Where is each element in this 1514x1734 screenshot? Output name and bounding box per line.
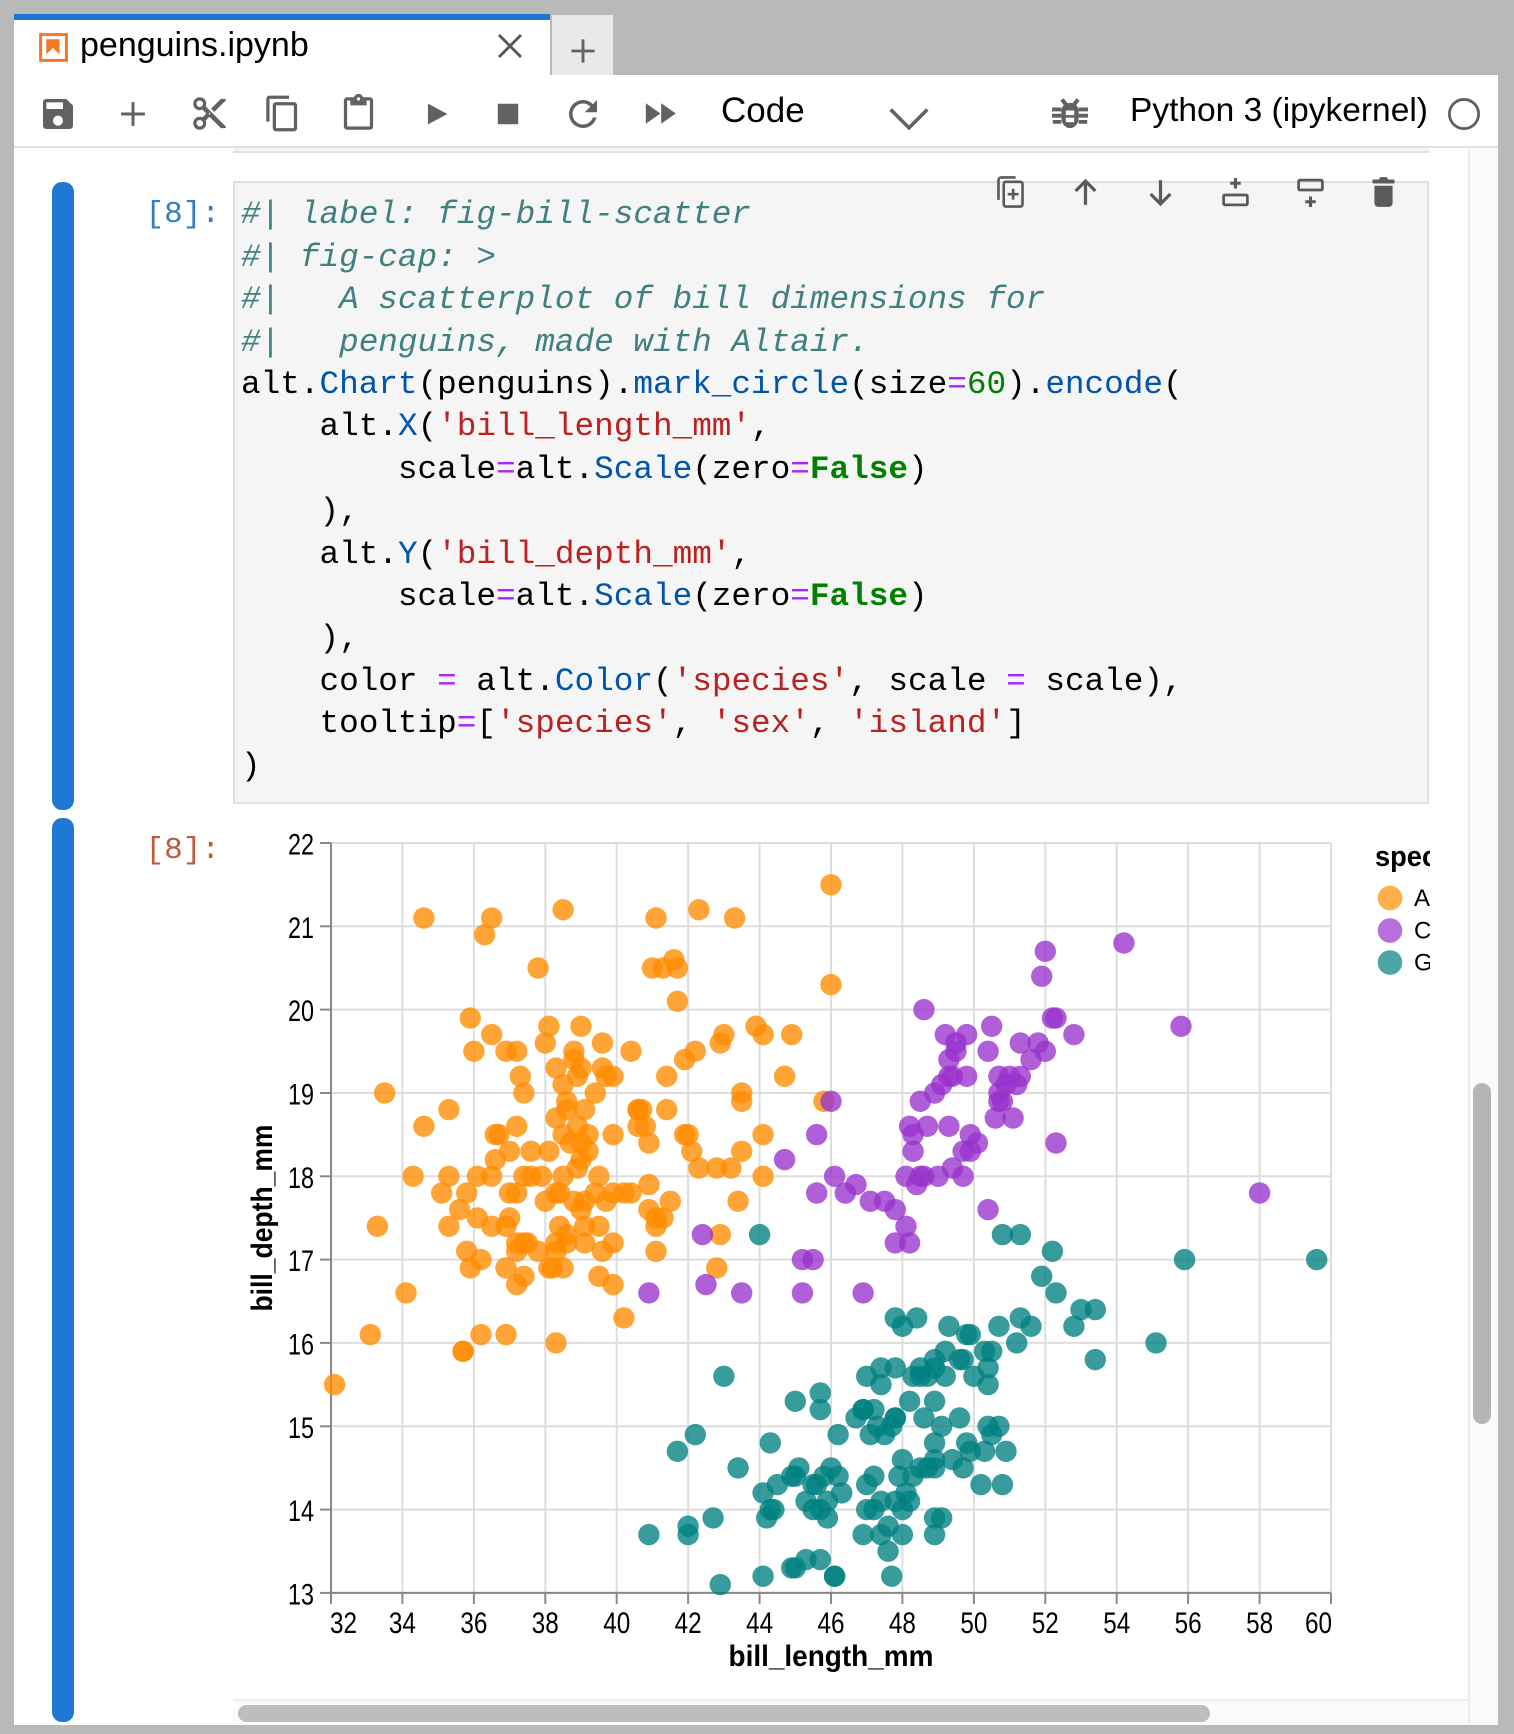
svg-text:21: 21: [288, 912, 314, 945]
svg-text:18: 18: [288, 1162, 314, 1195]
svg-text:16: 16: [288, 1328, 314, 1361]
svg-text:Chinstrap: Chinstrap: [1414, 918, 1430, 945]
svg-text:Adelie: Adelie: [1414, 885, 1430, 912]
svg-text:52: 52: [1032, 1607, 1059, 1640]
svg-text:20: 20: [288, 995, 314, 1028]
svg-text:19: 19: [288, 1079, 314, 1112]
svg-text:40: 40: [603, 1607, 630, 1640]
svg-text:bill_length_mm: bill_length_mm: [729, 1640, 934, 1673]
svg-text:32: 32: [330, 1607, 357, 1640]
svg-text:54: 54: [1103, 1607, 1130, 1640]
svg-text:bill_depth_mm: bill_depth_mm: [246, 1125, 279, 1312]
svg-text:42: 42: [675, 1607, 702, 1640]
svg-text:38: 38: [532, 1607, 559, 1640]
svg-text:34: 34: [389, 1607, 416, 1640]
svg-text:13: 13: [288, 1578, 314, 1611]
svg-text:48: 48: [889, 1607, 916, 1640]
svg-text:50: 50: [960, 1607, 987, 1640]
svg-text:17: 17: [288, 1245, 314, 1278]
svg-text:36: 36: [460, 1607, 487, 1640]
svg-text:44: 44: [746, 1607, 773, 1640]
svg-text:species: species: [1375, 841, 1430, 873]
svg-text:14: 14: [288, 1495, 314, 1528]
svg-text:46: 46: [818, 1607, 845, 1640]
svg-text:Gentoo: Gentoo: [1414, 950, 1430, 977]
svg-text:56: 56: [1175, 1607, 1202, 1640]
svg-text:60: 60: [1305, 1607, 1332, 1640]
svg-text:22: 22: [288, 829, 314, 862]
svg-text:15: 15: [288, 1412, 314, 1445]
svg-text:58: 58: [1246, 1607, 1273, 1640]
